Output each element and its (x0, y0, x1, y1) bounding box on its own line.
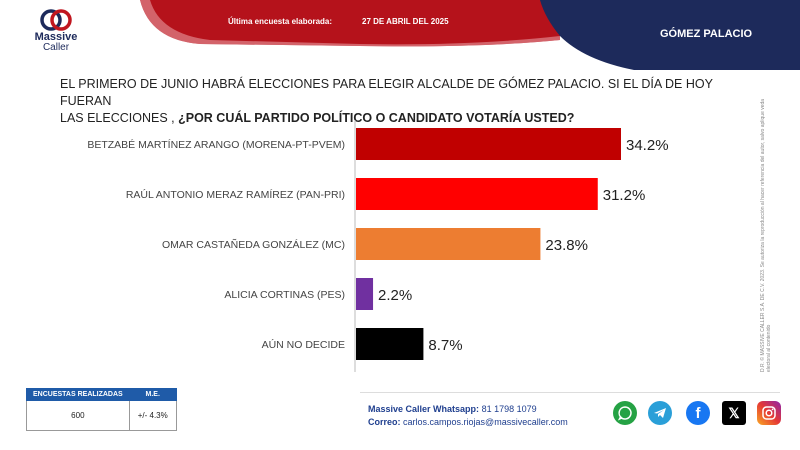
category-label-1: RAÚL ANTONIO MERAZ RAMÍREZ (PAN-PRI) (126, 188, 345, 201)
region-title: GÓMEZ PALACIO (660, 28, 753, 40)
header-navy-band (540, 0, 800, 70)
value-label-3: 2.2% (378, 287, 412, 304)
header-red-band (140, 0, 560, 47)
survey-date: 27 DE ABRIL DEL 2025 (362, 17, 449, 26)
bar-2 (356, 228, 541, 260)
category-label-0: BETZABÉ MARTÍNEZ ARANGO (MORENA-PT-PVEM) (87, 138, 345, 151)
bar-4 (356, 328, 424, 360)
stats-table: ENCUESTAS REALIZADAS M.E. 600 +/- 4.3% (26, 388, 177, 431)
value-label-4: 8.7% (428, 337, 462, 354)
category-label-3: ALICIA CORTINAS (PES) (224, 289, 345, 301)
stats-value-surveys: 600 (26, 400, 130, 431)
question-line2-plain: LAS ELECCIONES , (60, 111, 179, 125)
category-label-2: OMAR CASTAÑEDA GONZÁLEZ (MC) (162, 238, 345, 251)
survey-label: Última encuesta elaborada: (228, 17, 333, 26)
value-label-1: 31.2% (603, 187, 646, 204)
logo-line2: Caller (42, 42, 70, 53)
logo-line1: Massive (34, 31, 78, 43)
logo-icon (40, 9, 72, 31)
legal-notice: D.R. © MASSIVE CALLER S.A. DE C.V. 2023.… (760, 98, 772, 372)
whatsapp-number[interactable]: 81 1798 1079 (481, 404, 537, 414)
question-line2: LAS ELECCIONES , ¿POR CUÁL PARTIDO POLÍT… (60, 110, 750, 127)
value-label-0: 34.2% (626, 137, 669, 154)
question-line1: EL PRIMERO DE JUNIO HABRÁ ELECCIONES PAR… (60, 77, 713, 108)
question-line2-bold: ¿POR CUÁL PARTIDO POLÍTICO O CANDIDATO V… (178, 111, 575, 125)
instagram-icon[interactable] (757, 401, 781, 425)
contact-info: Massive Caller Whatsapp: 81 1798 1079 Co… (368, 403, 568, 429)
stats-header-me: M.E. (128, 388, 177, 401)
bar-3 (356, 278, 374, 310)
whatsapp-label: Massive Caller Whatsapp: (368, 404, 480, 414)
x-icon[interactable]: 𝕏 (722, 401, 746, 425)
footer-divider (360, 392, 780, 393)
legal-notice-wrap: D.R. © MASSIVE CALLER S.A. DE C.V. 2023.… (760, 99, 800, 384)
header-banner (140, 0, 800, 70)
header-red-edge (140, 0, 560, 47)
email-label: Correo: (368, 417, 401, 427)
value-label-2: 23.8% (545, 237, 588, 254)
stats-header-surveys: ENCUESTAS REALIZADAS (26, 388, 130, 401)
stats-value-me: +/- 4.3% (128, 400, 177, 431)
question-text: EL PRIMERO DE JUNIO HABRÁ ELECCIONES PAR… (60, 76, 750, 127)
telegram-icon[interactable] (648, 401, 672, 425)
category-label-4: AÚN NO DECIDE (262, 338, 345, 351)
bar-0 (356, 128, 621, 160)
bar-1 (356, 178, 598, 210)
email-link[interactable]: carlos.campos.riojas@massivecaller.com (403, 417, 568, 427)
massive-caller-logo: Massive Caller (26, 8, 86, 53)
whatsapp-icon[interactable] (613, 401, 637, 425)
facebook-icon[interactable]: f (686, 401, 710, 425)
